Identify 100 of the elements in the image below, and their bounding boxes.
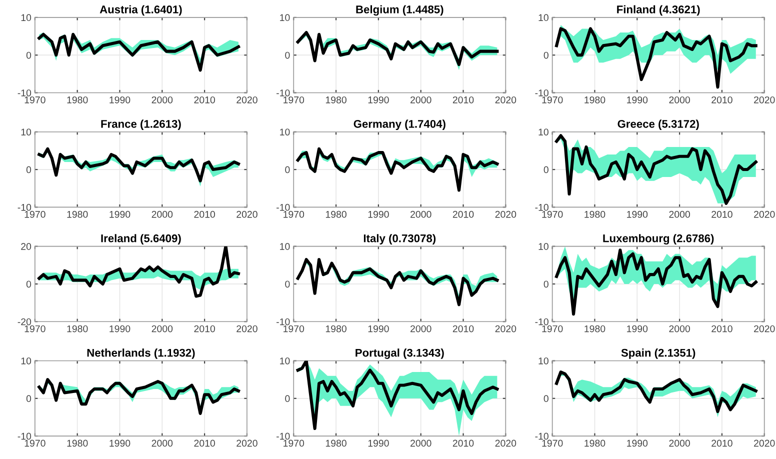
x-tick-label: 1970: [542, 210, 563, 218]
x-tick-label: 2020: [236, 96, 258, 104]
y-tick-label: -10: [18, 432, 32, 440]
x-tick-label: 1990: [110, 96, 130, 104]
x-tick-label: 1970: [284, 96, 304, 104]
x-tick-label: 1980: [584, 96, 606, 104]
chart-title: Luxembourg (2.6786): [603, 234, 714, 245]
y-tick-label: 10: [280, 128, 290, 136]
x-tick-label: 1970: [542, 325, 563, 332]
chart-title: Belgium (1.4485): [356, 5, 444, 16]
x-tick-label: 2020: [754, 210, 775, 218]
x-tick-label: 2000: [410, 96, 432, 104]
x-tick-label: 2000: [410, 440, 432, 447]
x-tick-label: 1970: [542, 96, 563, 104]
y-tick-label: 0: [285, 395, 290, 402]
x-tick-label: 1980: [326, 96, 346, 104]
x-tick-label: 1990: [110, 210, 130, 218]
y-tick-label: -10: [276, 318, 290, 326]
x-tick-label: 1990: [368, 440, 389, 447]
y-tick-label: 0: [544, 166, 548, 174]
chart-title: Italy (0.73078): [364, 234, 436, 244]
y-tick-label: 10: [21, 357, 32, 364]
x-tick-label: 2020: [236, 210, 258, 218]
y-tick-label: 10: [538, 243, 548, 250]
x-tick-label: 2020: [495, 440, 516, 447]
x-tick-label: 2000: [669, 325, 690, 332]
y-tick-label: -10: [18, 89, 32, 96]
x-tick-label: 1980: [326, 210, 346, 218]
line-series: [38, 246, 240, 298]
y-tick-label: 0: [26, 280, 32, 288]
x-tick-label: 2010: [452, 210, 474, 218]
y-tick-label: 10: [21, 14, 32, 22]
y-tick-label: 0: [26, 166, 32, 174]
x-tick-label: 1980: [584, 325, 606, 332]
y-tick-label: -10: [18, 204, 32, 211]
x-tick-label: 1990: [627, 440, 648, 447]
x-tick-label: 2020: [495, 325, 516, 332]
x-tick-label: 2020: [754, 96, 775, 104]
chart-title: France (1.2613): [101, 120, 181, 130]
x-tick-label: 1980: [67, 96, 88, 104]
x-tick-label: 2010: [712, 440, 732, 447]
x-tick-label: 2010: [712, 325, 732, 332]
y-tick-label: 0: [285, 280, 290, 288]
x-tick-label: 2020: [754, 440, 775, 447]
y-tick-label: 0: [285, 166, 290, 174]
x-tick-label: 2020: [754, 325, 775, 332]
x-tick-label: 1990: [110, 440, 130, 447]
y-tick-label: 0: [544, 280, 548, 288]
x-tick-label: 2020: [495, 210, 516, 218]
x-tick-label: 2000: [152, 325, 173, 332]
x-tick-label: 2000: [669, 440, 690, 447]
chart-title: Greece (5.3172): [618, 120, 699, 130]
line-series: [555, 27, 758, 89]
x-tick-label: 1970: [284, 210, 304, 218]
chart-title: Ireland (5.6409): [101, 234, 181, 244]
x-tick-label: 1980: [584, 440, 606, 447]
x-tick-label: 1980: [67, 210, 88, 218]
x-tick-label: 1970: [24, 210, 46, 218]
x-tick-label: 1990: [368, 96, 389, 104]
x-tick-label: 2000: [669, 210, 690, 218]
x-tick-label: 2000: [152, 96, 173, 104]
x-tick-label: 2010: [194, 96, 215, 104]
x-tick-label: 2010: [712, 96, 732, 104]
x-tick-label: 2020: [236, 325, 258, 332]
chart-title: Austria (1.6401): [100, 5, 182, 16]
y-tick-label: 10: [280, 243, 290, 250]
x-tick-label: 1990: [368, 325, 389, 332]
y-tick-label: -10: [535, 318, 548, 326]
line-series: [555, 248, 758, 316]
y-tick-label: 10: [538, 357, 548, 364]
x-tick-label: 1980: [326, 325, 346, 332]
x-tick-label: 1980: [584, 210, 606, 218]
y-tick-label: 0: [285, 52, 290, 59]
y-tick-label: 10: [538, 128, 548, 136]
chart-title: Portugal (3.1343): [356, 348, 444, 359]
line-series: [296, 147, 499, 192]
y-tick-label: 20: [21, 243, 32, 250]
x-tick-label: 1970: [284, 440, 304, 447]
x-tick-label: 2010: [194, 440, 215, 447]
x-tick-label: 1970: [284, 325, 304, 332]
y-tick-label: 0: [26, 52, 32, 59]
y-tick-label: 0: [26, 395, 32, 402]
chart-title: Netherlands (1.1932): [87, 348, 195, 359]
y-tick-label: 10: [280, 14, 290, 22]
x-tick-label: 2010: [452, 96, 474, 104]
x-tick-label: 1990: [627, 325, 648, 332]
x-tick-label: 2000: [410, 325, 432, 332]
x-tick-label: 2000: [152, 210, 173, 218]
x-tick-label: 2000: [152, 440, 173, 447]
y-tick-label: 10: [21, 128, 32, 136]
y-tick-label: -10: [535, 204, 548, 211]
x-tick-label: 1990: [627, 210, 648, 218]
x-tick-label: 1970: [542, 440, 563, 447]
x-tick-label: 2010: [712, 210, 732, 218]
x-tick-label: 1970: [24, 440, 46, 447]
y-tick-label: -10: [276, 89, 290, 96]
x-tick-label: 2020: [495, 96, 516, 104]
chart-title: Finland (4.3621): [617, 5, 700, 16]
x-tick-label: 2020: [236, 440, 258, 447]
x-tick-label: 1970: [24, 325, 46, 332]
